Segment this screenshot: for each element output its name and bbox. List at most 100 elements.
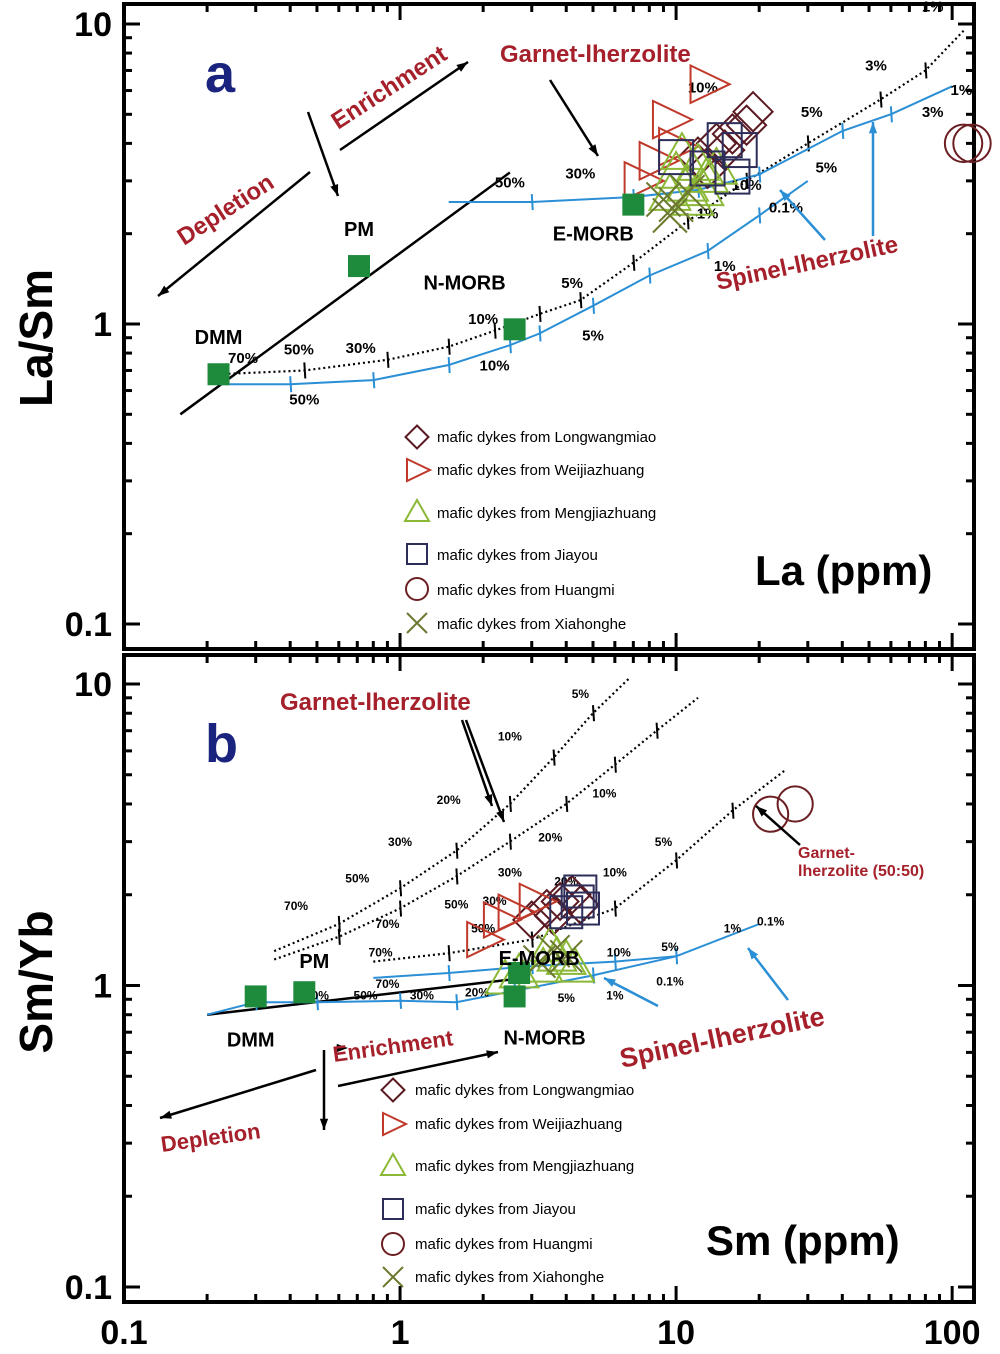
legend-b-jiayou: mafic dykes from Jiayou (415, 1201, 576, 1218)
melt-fraction-label: 0.1% (769, 200, 803, 217)
melt-fraction-label: 20% (465, 985, 489, 999)
melt-fraction-label: 5% (655, 835, 673, 849)
depletion-arrow-head (158, 285, 170, 296)
data-point-longwangmiao (686, 147, 729, 190)
legend-symbol-xiahonghe (382, 1266, 404, 1288)
legend-symbol-longwangmiao (380, 1077, 406, 1103)
legend-b-mengjiazhuang: mafic dykes from Mengjiazhuang (415, 1158, 634, 1175)
data-point-xiahonghe (669, 174, 706, 210)
melt-fraction-label: 50% (284, 342, 314, 359)
melt-fraction-label: 70% (369, 945, 393, 959)
data-point-weijiazhuang (497, 893, 538, 932)
melt-fraction-tick (447, 338, 451, 355)
panel-b-y-axis-label: Sm/Yb (10, 910, 62, 1053)
panel-a-y-axis-label: La/Sm (10, 269, 62, 407)
data-point-huangmi (752, 795, 790, 833)
enrichment-arrow-head (330, 184, 339, 196)
melt-fraction-tick (315, 994, 319, 1011)
melt-fraction-tick (648, 267, 652, 284)
melt-fraction-label: 0.1% (757, 915, 785, 929)
melt-fraction-tick (889, 106, 893, 123)
data-point-weijiazhuang (689, 63, 732, 105)
panel-b-legend: mafic dykes from Longwangmiao mafic dyke… (379, 1077, 634, 1288)
reference-point-pm (293, 981, 316, 1004)
y-tick-label: 1 (93, 968, 112, 1006)
panel-a-melting-curves: 70% 50% 30% 50% 10% 10% 5% 5% 50% 30% 10% 1% 1% 10% 0.… (179, 0, 972, 416)
spinel-pointer-arrow-2-head (868, 122, 878, 134)
melt-fraction-label: 3% (865, 57, 887, 74)
melt-fraction-tick (758, 166, 762, 183)
melt-fraction-tick (399, 992, 403, 1009)
melt-fraction-label: 10% (732, 177, 762, 194)
melt-fraction-label: 1% (606, 988, 624, 1002)
melt-fraction-tick (530, 193, 534, 211)
melt-fraction-tick (303, 362, 307, 379)
melt-fraction-label: 70% (228, 350, 258, 367)
panel-a-x-axis-label: La (ppm) (755, 547, 932, 594)
reference-label-e-morb: E-MORB (499, 948, 580, 970)
reference-point-dmm (244, 985, 267, 1008)
data-point-jiayou (706, 122, 743, 159)
b-enrichment-arrow-head (486, 1050, 498, 1059)
panel-b-annotations: DMM PM N-MORB E-MORB (159, 719, 801, 1130)
reference-label-pm: PM (299, 951, 329, 973)
data-point-jiayou (563, 874, 598, 909)
panel-b-axes: 0.1 1 10 0.1 1 10 100 (65, 655, 981, 1352)
panel-b-depletion-label: Depletion (159, 1118, 262, 1157)
melt-fraction-label: 3% (922, 104, 944, 121)
panel-b-data-points (244, 785, 814, 1008)
melt-fraction-label: 50% (495, 175, 525, 192)
melt-fraction-tick (508, 795, 512, 813)
data-point-longwangmiao (711, 112, 754, 155)
data-point-weijiazhuang (518, 882, 559, 921)
melt-fraction-tick (613, 953, 617, 970)
melt-fraction-tick (455, 868, 459, 885)
melt-fraction-label: 50% (354, 988, 378, 1002)
data-point-mengjiazhuang (545, 938, 588, 975)
melt-fraction-tick (632, 254, 636, 271)
enrichment-direction (339, 60, 469, 152)
b-spinel-pointer-2-head (748, 948, 759, 960)
y-tick-label: 0.1 (65, 606, 112, 644)
b-garnet-pointer-2 (464, 719, 506, 823)
melt-fraction-tick (655, 722, 659, 739)
melt-fraction-tick (455, 994, 459, 1011)
data-point-xiahonghe (652, 197, 688, 234)
melt-fraction-label: 70% (284, 899, 308, 913)
melt-fraction-label: 10% (592, 787, 616, 801)
melt-fraction-label: 10% (498, 729, 522, 743)
reference-label-pm: PM (344, 219, 374, 241)
melt-fraction-tick (508, 833, 512, 850)
x-tick-label: 0.1 (100, 1314, 147, 1352)
reference-label-n-morb: N-MORB (503, 1027, 585, 1049)
melt-fraction-tick (538, 325, 542, 342)
y-tick-label: 1 (93, 306, 112, 344)
b-garnet-pointer-1-head (484, 794, 493, 806)
melt-fraction-label: 50% (289, 391, 319, 408)
melt-fraction-label: 50% (444, 898, 468, 912)
b-depletion-down-arrow-head (319, 1118, 329, 1130)
melt-fraction-label: 5% (815, 159, 837, 176)
melt-fraction-tick (493, 322, 497, 339)
legend-symbol-weijiazhuang (382, 1111, 409, 1137)
melt-fraction-tick (613, 900, 617, 917)
melt-fraction-tick (337, 928, 341, 945)
melt-fraction-tick (399, 880, 403, 897)
panel-a-spinel-label: Spinel-lherzolite (714, 231, 901, 296)
melt-fraction-tick (447, 945, 451, 962)
melt-fraction-label: 5% (801, 104, 823, 121)
garnet-pointer-arrow (548, 79, 600, 157)
b-spacer-head (336, 1043, 348, 1053)
melt-fraction-tick (675, 948, 679, 965)
b-spinel-pointer-1-head (604, 978, 616, 987)
melt-fraction-label: 10% (603, 865, 627, 879)
melt-fraction-tick (372, 372, 376, 389)
melt-fraction-tick (745, 172, 749, 189)
b-garnet-pointer-1 (460, 719, 494, 807)
panel-a-legend: mafic dykes from Longwangmiao mafic dyke… (403, 424, 656, 634)
data-point-jiayou (721, 132, 758, 169)
melt-fraction-label: 10% (688, 80, 718, 97)
y-tick-label: 10 (74, 666, 112, 704)
melt-fraction-label: 30% (498, 865, 522, 879)
